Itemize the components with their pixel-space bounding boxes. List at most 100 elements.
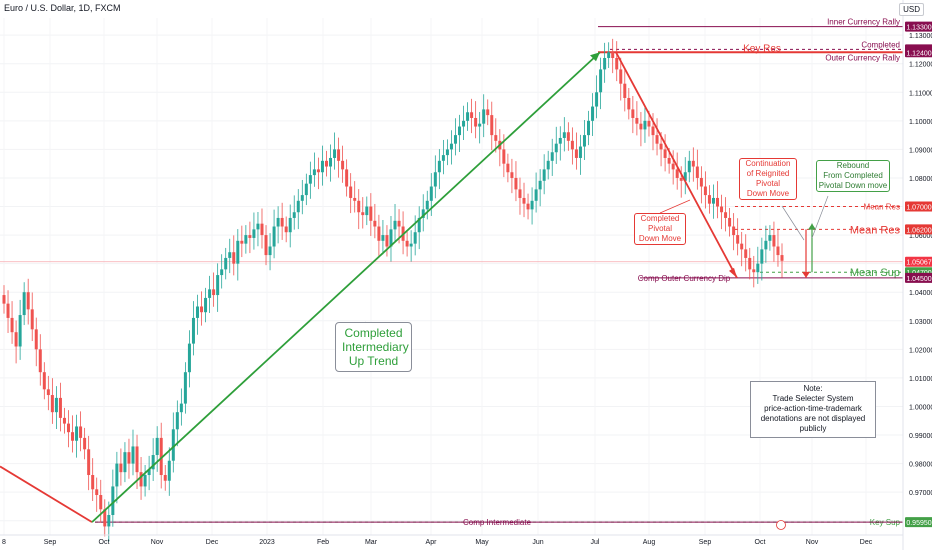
currency-badge[interactable]: USD xyxy=(899,3,924,16)
note-line1: Trade Selecter System xyxy=(772,394,854,403)
candle-body-183 xyxy=(740,243,744,250)
y-tick-13: 1.00000 xyxy=(909,404,932,411)
candle-body-102 xyxy=(413,232,417,244)
candle-body-160 xyxy=(647,120,651,127)
candle-body-126 xyxy=(510,172,514,178)
candle-body-53 xyxy=(216,275,220,296)
y-tick-11: 1.02000 xyxy=(909,347,932,354)
candle-body-7 xyxy=(30,309,34,330)
x-tick-8: Apr xyxy=(426,539,438,546)
candle-body-45 xyxy=(183,372,187,404)
candle-body-110 xyxy=(445,149,449,156)
candle-body-130 xyxy=(526,203,530,210)
level-label-7: Comp Outer Currency Dip xyxy=(638,274,731,283)
callout-intermediary: Completed Intermediary Up Trend xyxy=(335,322,412,372)
level-label-6: Mean Sup xyxy=(850,267,900,279)
candle-body-128 xyxy=(518,189,522,198)
candle-body-127 xyxy=(514,177,518,190)
candle-body-179 xyxy=(724,212,728,218)
x-tick-5: 2023 xyxy=(259,539,275,546)
note-box: Note: Trade Selecter System price-action… xyxy=(750,381,876,438)
candle-body-188 xyxy=(760,249,764,264)
candle-body-84 xyxy=(341,160,345,170)
candle-body-92 xyxy=(373,220,377,227)
level-label-1: Completed xyxy=(861,40,900,49)
candle-body-154 xyxy=(623,83,627,98)
candle-body-2 xyxy=(10,317,14,333)
x-tick-0: 8 xyxy=(2,539,6,546)
price-axis: 1.13000 1.12000 1.11000 1.10000 1.09000 1.080… xyxy=(902,0,932,550)
candle-body-33 xyxy=(135,446,139,473)
candle-body-119 xyxy=(482,109,486,124)
candle-body-34 xyxy=(139,472,143,487)
candle-body-115 xyxy=(466,112,470,121)
y-tick-9: 1.04000 xyxy=(909,290,932,297)
price-label-bg-5 xyxy=(905,256,932,267)
candle-body-144 xyxy=(582,135,586,147)
candle-body-192 xyxy=(776,246,780,256)
callout-pivotal-down: Completed Pivotal Down Move xyxy=(634,213,686,245)
candle-body-71 xyxy=(288,217,292,233)
candle-body-153 xyxy=(619,69,623,84)
candle-body-106 xyxy=(429,186,433,201)
candle-body-58 xyxy=(236,240,240,264)
candle-body-180 xyxy=(728,217,732,227)
candle-body-49 xyxy=(200,306,204,313)
x-tick-15: Nov xyxy=(806,539,819,546)
candle-body-152 xyxy=(615,57,619,70)
note-line2: price-action-time-trademark xyxy=(764,404,862,413)
candle-body-169 xyxy=(683,172,687,181)
candle-body-91 xyxy=(369,206,373,221)
candle-body-177 xyxy=(716,197,720,207)
candle-body-145 xyxy=(587,120,591,136)
candles xyxy=(2,38,784,542)
candle-body-175 xyxy=(707,195,711,204)
price-label-5: 1.05067 xyxy=(906,260,931,267)
y-tick-5: 1.08000 xyxy=(909,176,932,183)
candle-body-39 xyxy=(159,437,163,476)
candle-body-59 xyxy=(240,240,244,244)
y-tick-0: 1.13000 xyxy=(909,33,932,40)
candle-body-88 xyxy=(357,200,361,213)
candle-body-38 xyxy=(155,437,159,456)
candle-body-166 xyxy=(671,163,675,170)
candle-body-138 xyxy=(558,137,562,144)
candle-body-120 xyxy=(486,109,490,116)
x-tick-4: Dec xyxy=(206,539,219,546)
candle-body-100 xyxy=(405,240,409,247)
candle-body-62 xyxy=(252,229,256,238)
candle-body-66 xyxy=(268,246,272,256)
candle-body-55 xyxy=(224,257,228,270)
trend-down-2022 xyxy=(0,465,93,523)
symbol-title: Euro / U.S. Dollar, 1D, FXCM xyxy=(4,3,121,13)
candle-body-151 xyxy=(611,52,615,58)
candle-body-170 xyxy=(687,160,691,173)
candle-body-107 xyxy=(433,172,437,187)
candle-body-0 xyxy=(2,295,6,304)
x-tick-2: Oct xyxy=(99,539,110,546)
candle-body-68 xyxy=(276,217,280,227)
price-label-bg-0 xyxy=(905,21,932,32)
candle-body-64 xyxy=(260,223,264,236)
candle-body-105 xyxy=(425,200,429,210)
x-tick-12: Aug xyxy=(643,539,656,546)
trend-down-pivotal xyxy=(615,51,738,279)
candle-body-167 xyxy=(675,169,679,178)
x-tick-6: Feb xyxy=(317,539,329,546)
candle-body-190 xyxy=(768,235,772,241)
candle-body-52 xyxy=(212,289,216,296)
candle-body-90 xyxy=(365,206,369,216)
trend-up-intermediary xyxy=(91,51,601,523)
candle-body-163 xyxy=(659,143,663,150)
candle-body-56 xyxy=(228,252,232,258)
callout-rebound: Rebound From Completed Pivotal Down move xyxy=(816,160,890,192)
candle-body-109 xyxy=(441,155,445,161)
candle-body-133 xyxy=(538,180,542,190)
candle-body-173 xyxy=(699,177,703,187)
candle-body-79 xyxy=(320,160,324,173)
candle-body-35 xyxy=(143,475,147,487)
y-tick-4: 1.09000 xyxy=(909,147,932,154)
candle-body-184 xyxy=(744,249,748,258)
candle-body-114 xyxy=(462,120,466,127)
